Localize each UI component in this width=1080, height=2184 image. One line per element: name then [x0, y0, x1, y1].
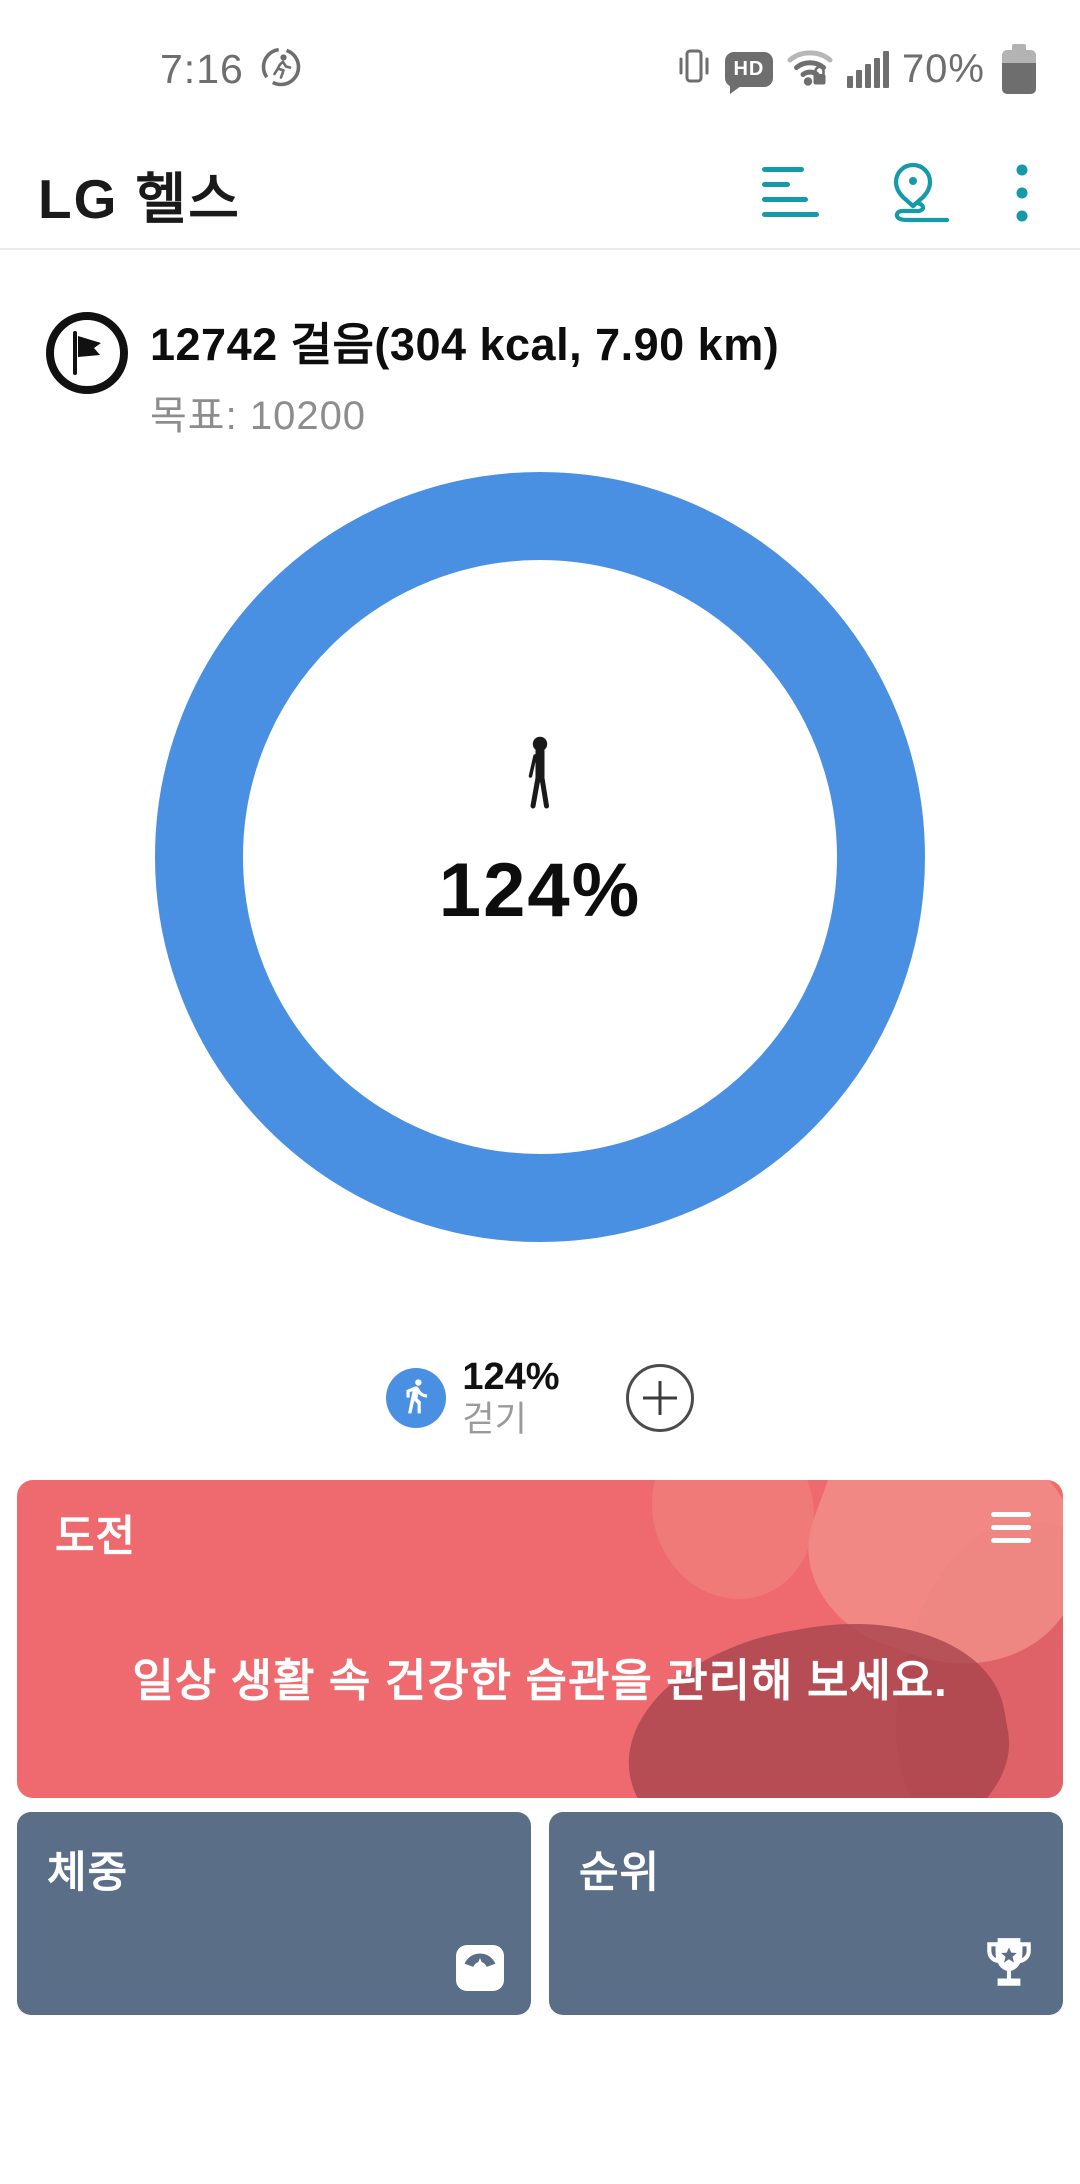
- walking-badge[interactable]: [386, 1368, 447, 1429]
- legend-percent: 124%: [462, 1356, 560, 1398]
- activity-legend: 124% 걷기: [0, 1356, 1080, 1439]
- overflow-menu-button[interactable]: [1012, 160, 1032, 229]
- goal-summary[interactable]: 12742 걸음(304 kcal, 7.90 km) 목표: 10200: [46, 308, 779, 441]
- challenge-card[interactable]: 도전 일상 생활 속 건강한 습관을 관리해 보세요.: [17, 1480, 1063, 1798]
- walker-icon: [520, 736, 560, 821]
- status-bar-left: 7:16: [160, 44, 304, 95]
- walker-icon-small: [397, 1377, 435, 1420]
- overflow-menu-icon: [1016, 164, 1028, 225]
- signal-strength-icon: [846, 50, 889, 88]
- wifi-lock-icon: [813, 65, 826, 84]
- trophy-icon: [981, 1934, 1037, 1997]
- app-header: LG 헬스: [0, 142, 1080, 246]
- location-pin-icon: [886, 160, 952, 229]
- progress-ring[interactable]: 124%: [155, 472, 925, 1242]
- photo-hand-decoration: [629, 1480, 837, 1621]
- goal-text: 12742 걸음(304 kcal, 7.90 km) 목표: 10200: [150, 308, 779, 441]
- status-time: 7:16: [160, 45, 244, 92]
- legend-text: 124% 걷기: [462, 1356, 560, 1439]
- status-bar: 7:16 HD: [0, 0, 1080, 112]
- scale-icon: [455, 1944, 505, 1997]
- ring-content: 124%: [439, 736, 641, 934]
- legend-label: 걷기: [462, 1399, 527, 1439]
- header-divider: [0, 248, 1080, 250]
- wifi-secured-icon: [786, 45, 834, 94]
- route-map-button[interactable]: [882, 156, 956, 233]
- app-title: LG 헬스: [38, 168, 241, 230]
- rank-tile[interactable]: 순위: [549, 1812, 1063, 2015]
- challenge-title: 도전: [55, 1513, 137, 1561]
- challenge-message: 일상 생활 속 건강한 습관을 관리해 보세요.: [132, 1655, 948, 1706]
- vibrate-icon: [676, 44, 712, 95]
- rank-tile-title: 순위: [579, 1849, 661, 1897]
- weight-tile[interactable]: 체중: [17, 1812, 531, 2015]
- header-actions: [758, 156, 1032, 233]
- goal-target: 목표: 10200: [150, 394, 367, 438]
- challenge-menu-button[interactable]: [987, 1508, 1035, 1547]
- shortcut-tiles: 체중 순위: [17, 1812, 1063, 2015]
- steps-summary: 12742 걸음(304 kcal, 7.90 km): [150, 319, 780, 370]
- sort-list-icon: [762, 166, 822, 222]
- activity-list-button[interactable]: [758, 163, 826, 226]
- goal-flag-icon: [46, 312, 128, 394]
- battery-percent: 70%: [901, 46, 985, 91]
- hamburger-icon: [991, 1512, 1031, 1543]
- pedometer-status-icon: [258, 44, 304, 95]
- status-bar-right: HD 70%: [676, 44, 1036, 95]
- add-activity-button[interactable]: [625, 1364, 694, 1433]
- battery-icon: [1002, 44, 1036, 94]
- hd-voice-icon: HD: [724, 51, 773, 94]
- weight-tile-title: 체중: [47, 1849, 129, 1897]
- ring-percent: 124%: [438, 848, 642, 933]
